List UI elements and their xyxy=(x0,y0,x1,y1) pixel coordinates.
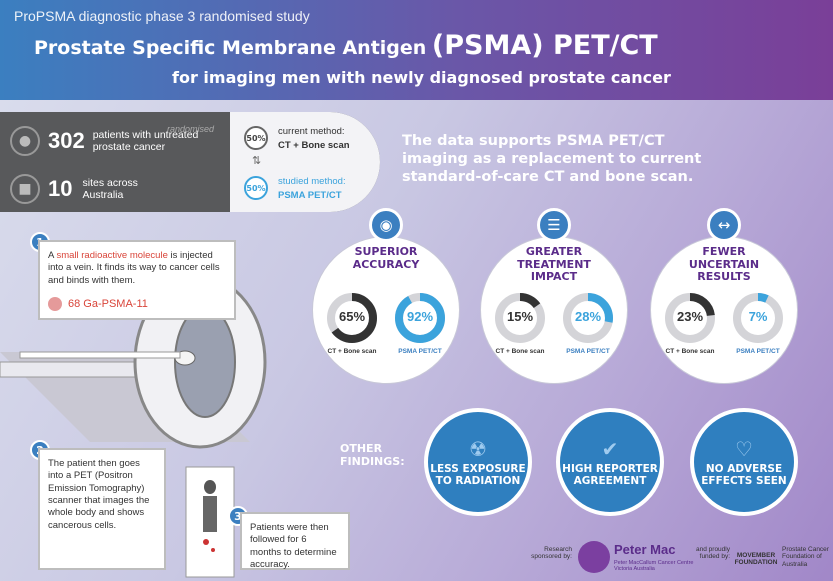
psma-2-value: 28% xyxy=(574,309,602,324)
other-findings-label: OTHER FINDINGS: xyxy=(340,442,405,469)
header-tagline: for imaging men with newly diagnosed pro… xyxy=(172,68,671,87)
finding-reporter-agreement: ✔ HIGH REPORTER AGREEMENT xyxy=(556,408,664,516)
psma-1-donut-fill xyxy=(395,293,445,343)
step-1-highlight: small radioactive molecule xyxy=(56,250,168,261)
header-subtitle: ProPSMA diagnostic phase 3 randomised st… xyxy=(14,8,310,24)
header-title: Prostate Specific Membrane Antigen (PSMA… xyxy=(34,30,658,61)
step-2-box: The patient then goes into a PET (Positr… xyxy=(38,448,166,570)
current-pct-circle: 50% xyxy=(244,126,268,150)
eye-icon: ◉ xyxy=(369,208,403,242)
arrows-icon: ↔ xyxy=(707,208,741,242)
psma-2-caption: PSMA PET/CT xyxy=(566,348,610,355)
ct-2-donut xyxy=(495,293,545,343)
header-title-a: Prostate Specific Membrane Antigen xyxy=(34,37,427,59)
petermac-name: Peter Mac xyxy=(614,542,676,557)
step-1-text-pre: A xyxy=(48,250,57,261)
psma-3-donut-fill xyxy=(733,293,783,343)
psma-1-donut xyxy=(395,293,445,343)
sites-text: sites across Australia xyxy=(82,176,138,201)
step-2-text: The patient then goes into a PET (Positr… xyxy=(48,458,150,531)
current-method-value: CT + Bone scan xyxy=(278,140,350,151)
sponsors-bar: Research sponsored by: Peter Mac Peter M… xyxy=(520,538,833,578)
finding-less-radiation: ☢ LESS EXPOSURE TO RADIATION xyxy=(424,408,532,516)
step-3-box: Patients were then followed for 6 months… xyxy=(240,512,350,570)
thumbs-up-icon: ✔ xyxy=(601,436,619,461)
header-banner: ProPSMA diagnostic phase 3 randomised st… xyxy=(0,0,833,100)
australia-map-icon: ■ xyxy=(10,174,40,204)
category-title-3: FEWER UNCERTAIN RESULTS xyxy=(688,245,760,284)
people-icon: ● xyxy=(10,126,40,156)
ct-2-caption: CT + Bone scan xyxy=(495,348,545,355)
movember-logo: MOVEMBER FOUNDATION xyxy=(734,552,778,567)
ct-3-donut-fill xyxy=(665,293,715,343)
sites-stat: ■ 10 sites across Australia xyxy=(10,174,162,204)
ct-2-value: 15% xyxy=(506,309,534,324)
ct-3-value: 23% xyxy=(676,309,704,324)
ct-1-caption: CT + Bone scan xyxy=(327,348,377,355)
tracer-name: 68 Ga-PSMA-11 xyxy=(68,298,148,311)
randomised-label: randomised xyxy=(167,124,215,134)
headline-text: The data supports PSMA PET/CT imaging as… xyxy=(402,133,702,186)
radiation-icon: ☢ xyxy=(469,436,487,461)
studied-method-label: studied method: xyxy=(278,176,346,187)
petermac-logo xyxy=(578,541,610,573)
current-method-label: current method: xyxy=(278,126,345,137)
funded-by-text: and proudly funded by: xyxy=(696,546,730,561)
clipboard-icon: ☰ xyxy=(537,208,571,242)
research-sponsored-text: Research sponsored by: xyxy=(531,546,572,561)
swap-arrows-icon: ⇅ xyxy=(252,154,262,167)
psma-1-value: 92% xyxy=(406,309,434,324)
finding-1-text: LESS EXPOSURE TO RADIATION xyxy=(430,462,526,487)
psma-3-value: 7% xyxy=(748,309,768,324)
ct-3-donut xyxy=(665,293,715,343)
tracer-label: 68 Ga-PSMA-11 xyxy=(48,297,226,312)
studied-pct-circle: 50% xyxy=(244,176,268,200)
sites-number: 10 xyxy=(48,176,73,201)
patients-text: patients with untreated prostate cancer xyxy=(92,128,199,153)
pcfa-logo: Prostate Cancer Foundation of Australia xyxy=(782,546,829,568)
finding-3-text: NO ADVERSE EFFECTS SEEN xyxy=(701,462,787,487)
category-title-1: SUPERIOR ACCURACY xyxy=(352,245,420,271)
psma-2-donut-fill xyxy=(563,293,613,343)
ct-1-donut xyxy=(327,293,377,343)
patients-number: 302 xyxy=(48,128,85,153)
patients-stat: ● 302 patients with untreated prostate c… xyxy=(10,126,203,156)
step-3-text: Patients were then followed for 6 months… xyxy=(250,522,337,571)
psma-2-donut xyxy=(563,293,613,343)
header-title-b: (PSMA) PET/CT xyxy=(431,30,658,61)
studied-method-value: PSMA PET/CT xyxy=(278,190,342,201)
category-title-2: GREATER TREATMENT IMPACT xyxy=(517,245,591,284)
psma-1-caption: PSMA PET/CT xyxy=(398,348,442,355)
ct-2-donut-fill xyxy=(495,293,545,343)
step-1-box: A small radioactive molecule is injected… xyxy=(38,240,236,320)
heart-icon: ♡ xyxy=(735,436,753,461)
petermac-subtitle: Peter MacCallum Cancer Centre Victoria A… xyxy=(614,560,694,572)
ct-1-value: 65% xyxy=(338,309,366,324)
psma-3-caption: PSMA PET/CT xyxy=(736,348,780,355)
finding-no-adverse: ♡ NO ADVERSE EFFECTS SEEN xyxy=(690,408,798,516)
radiation-small-icon xyxy=(48,297,62,312)
step-1-text-post: is injected into a vein. It finds its wa… xyxy=(48,250,220,286)
methods-panel: 50% current method: CT + Bone scan ⇅ 50%… xyxy=(230,112,380,212)
ct-3-caption: CT + Bone scan xyxy=(665,348,715,355)
finding-2-text: HIGH REPORTER AGREEMENT xyxy=(562,462,658,487)
ct-1-donut-fill xyxy=(327,293,377,343)
psma-3-donut xyxy=(733,293,783,343)
